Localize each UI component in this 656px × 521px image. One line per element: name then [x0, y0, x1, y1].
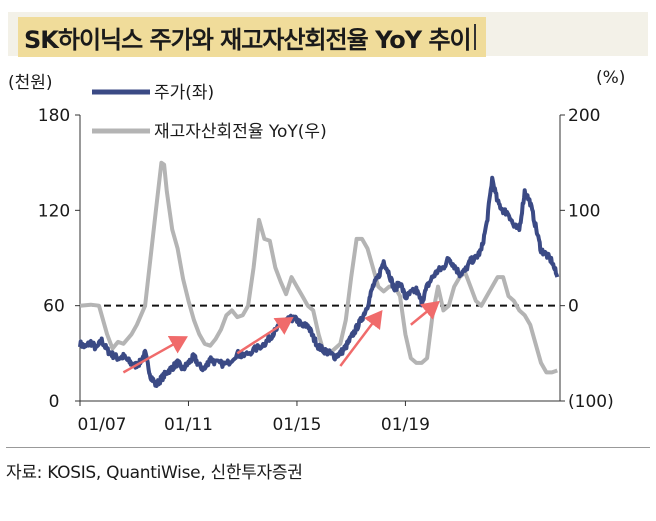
left-tick-label: 60 — [43, 297, 65, 317]
trend-arrow — [122, 336, 188, 374]
source-note: 자료: KOSIS, QuantiWise, 신한투자증권 — [6, 463, 303, 483]
chart-canvas: 0 60 120 180 (100) 0 100 200 01/07 01/11 01/15 01/1… — [38, 83, 614, 435]
x-tick-label: 01/19 — [381, 415, 430, 435]
x-tick-label: 01/15 — [272, 415, 321, 435]
trend-arrow — [339, 310, 383, 367]
title-box: SK하이닉스 주가와 재고자산회전율 YoY 추이 — [18, 17, 486, 57]
right-tick-label: (100) — [568, 392, 614, 412]
trend-arrow — [410, 300, 440, 326]
legend-label-price: 주가(좌) — [154, 83, 214, 103]
left-tick-label: 120 — [38, 201, 70, 221]
series-line-stock-price — [78, 175, 560, 388]
left-tick-label: 180 — [38, 106, 70, 126]
series-line-inventory-turnover-yoy — [79, 160, 558, 375]
trend-arrow — [236, 317, 294, 355]
title-bar: SK하이닉스 주가와 재고자산회전율 YoY 추이 — [8, 6, 648, 57]
x-tick-label: 01/07 — [78, 415, 127, 435]
right-tick-label: 0 — [568, 297, 579, 317]
chart-title: SK하이닉스 주가와 재고자산회전율 YoY 추이 — [24, 25, 472, 54]
right-axis-unit: (%) — [596, 68, 626, 88]
right-tick-label: 200 — [568, 106, 600, 126]
divider — [6, 447, 650, 448]
x-tick-label: 01/11 — [164, 415, 213, 435]
left-tick-label: 0 — [49, 392, 60, 412]
legend-label-inventory: 재고자산회전율 YoY(우) — [154, 122, 327, 142]
left-axis-unit: (천원) — [8, 73, 53, 93]
text-cursor — [473, 24, 476, 50]
right-tick-label: 100 — [568, 201, 600, 221]
